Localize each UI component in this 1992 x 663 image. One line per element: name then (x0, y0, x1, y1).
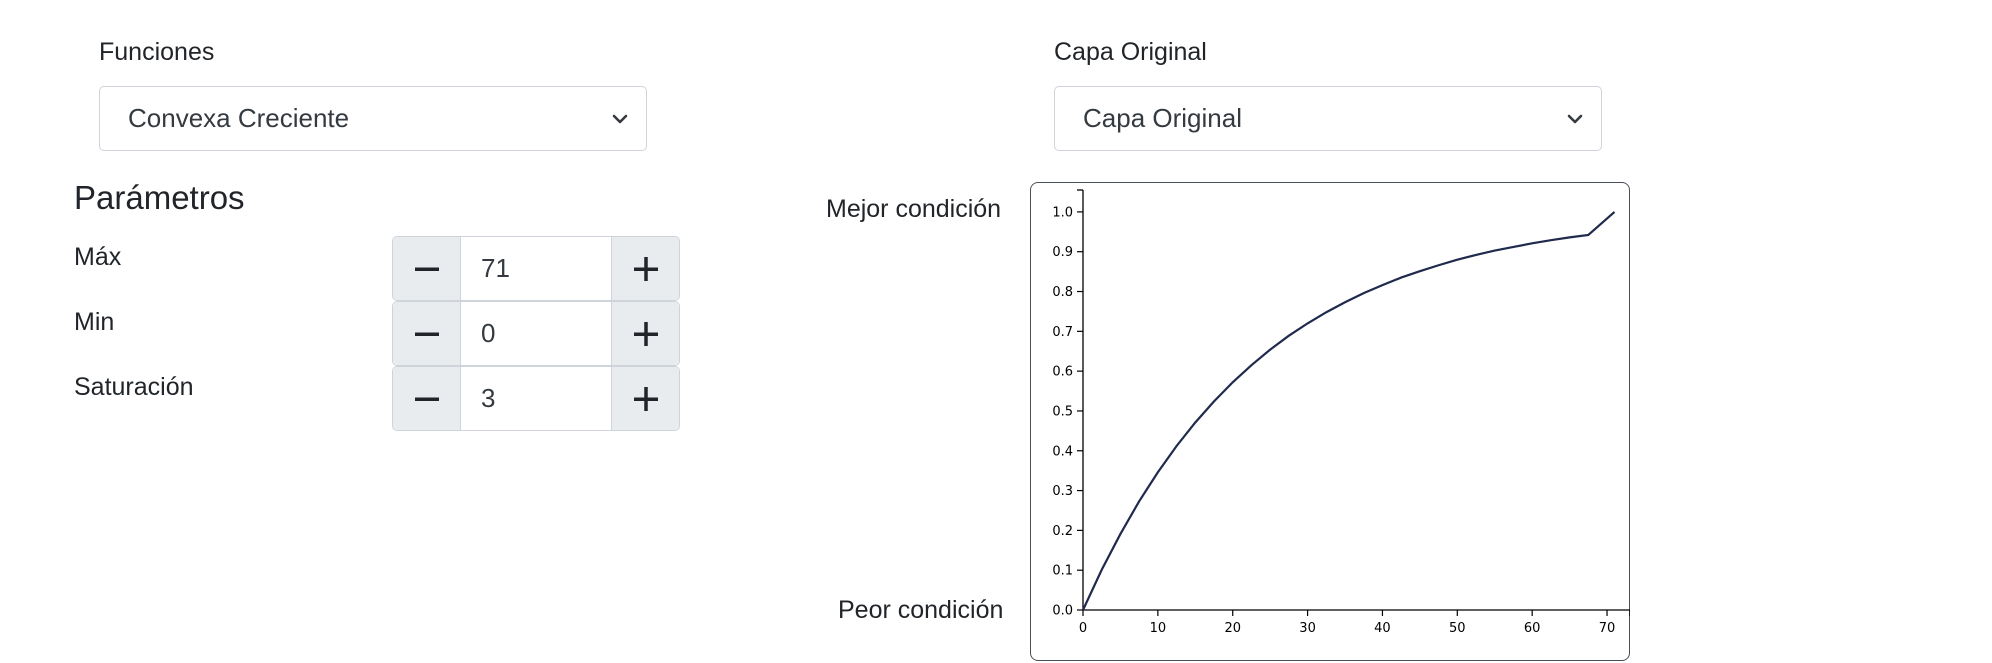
saturacion-input[interactable]: 3 (461, 367, 611, 430)
min-increment-button[interactable] (611, 302, 679, 365)
funciones-select[interactable]: Convexa Creciente (99, 86, 647, 151)
x-tick-label: 70 (1599, 621, 1616, 636)
y-tick-label: 0.6 (1052, 365, 1073, 380)
minus-icon (414, 267, 439, 271)
y-tick-label: 0.1 (1052, 564, 1073, 579)
min-decrement-button[interactable] (393, 302, 461, 365)
y-tick-label: 0.9 (1052, 245, 1073, 260)
min-stepper: 0 (392, 301, 680, 366)
funciones-label: Funciones (99, 38, 215, 66)
x-tick-label: 20 (1224, 621, 1241, 636)
param-label-max: Máx (74, 243, 122, 271)
parametros-title: Parámetros (74, 179, 245, 216)
minus-icon (414, 332, 439, 336)
y-tick-label: 0.3 (1052, 484, 1073, 499)
saturacion-stepper: 3 (392, 366, 680, 431)
y-tick-label: 1.0 (1052, 205, 1073, 220)
function-chart: 0.0 0.1 0.2 0.3 0.4 0.5 0.6 0.7 0.8 0.9 1.0 0 10 20 30… (1052, 189, 1630, 636)
param-label-saturacion: Saturación (74, 373, 194, 401)
chevron-down-icon (612, 114, 628, 124)
saturacion-increment-button[interactable] (611, 367, 679, 430)
x-tick-label: 0 (1079, 621, 1087, 636)
capa-select[interactable]: Capa Original (1054, 86, 1602, 151)
x-tick-label: 50 (1449, 621, 1466, 636)
x-tick-label: 10 (1150, 621, 1167, 636)
y-tick-label: 0.4 (1052, 444, 1073, 459)
y-tick-label: 0.7 (1052, 325, 1073, 340)
min-input[interactable]: 0 (461, 302, 611, 365)
best-condition-label: Mejor condición (826, 195, 1002, 223)
y-tick-label: 0.0 (1052, 604, 1073, 619)
max-stepper: 71 (392, 236, 680, 301)
max-input[interactable]: 71 (461, 237, 611, 300)
curve-line (1082, 211, 1616, 611)
y-tick-label: 0.5 (1052, 404, 1073, 419)
saturacion-decrement-button[interactable] (393, 367, 461, 430)
minus-icon (414, 397, 439, 401)
y-tick-label: 0.8 (1052, 285, 1073, 300)
max-decrement-button[interactable] (393, 237, 461, 300)
param-label-min: Min (74, 308, 115, 336)
plus-icon (633, 321, 658, 346)
plus-icon (633, 256, 658, 281)
y-tick-label: 0.2 (1052, 524, 1073, 539)
plus-icon (633, 386, 658, 411)
x-tick-label: 60 (1524, 621, 1541, 636)
capa-selected-value: Capa Original (1083, 103, 1242, 133)
chart-frame (1030, 182, 1630, 661)
x-tick-label: 40 (1374, 621, 1391, 636)
worst-condition-label: Peor condición (838, 596, 1004, 624)
capa-label: Capa Original (1054, 38, 1207, 66)
chevron-down-icon (1567, 114, 1583, 124)
x-tick-label: 30 (1299, 621, 1316, 636)
funciones-selected-value: Convexa Creciente (128, 103, 350, 133)
max-increment-button[interactable] (611, 237, 679, 300)
